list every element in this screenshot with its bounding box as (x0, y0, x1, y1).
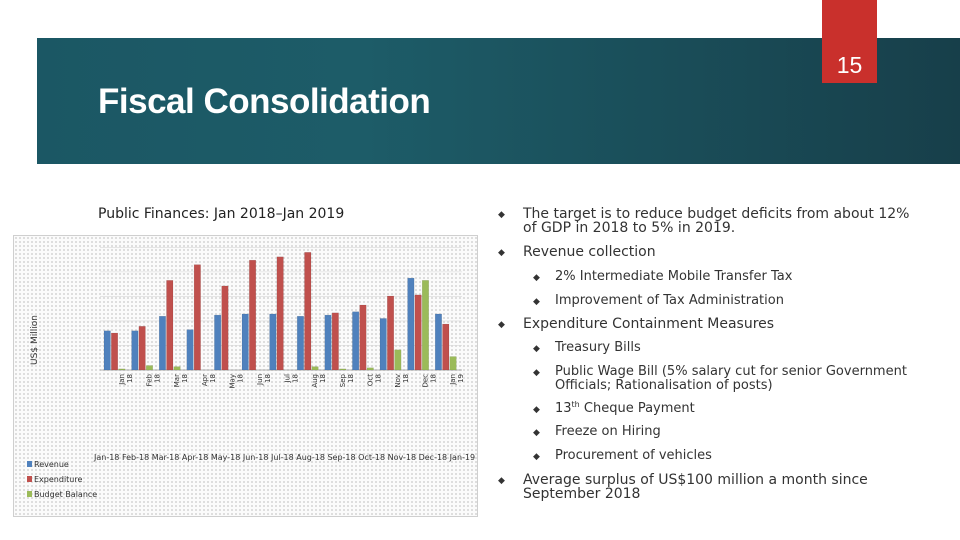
bar-budget-balance-sep-18 (339, 368, 347, 371)
bar-budget-balance-jan-18 (118, 368, 126, 371)
bar-revenue-sep-18 (324, 314, 332, 371)
x-tick-label: 18 (402, 374, 410, 383)
x-tick-label: 18 (292, 374, 300, 383)
bar-expenditure-feb-18 (138, 326, 146, 371)
x-tick-label: Nov (394, 374, 402, 388)
x-tick-label: 18 (319, 374, 327, 383)
x-tick-label: Mar (173, 374, 181, 387)
bar-budget-balance-nov-18 (394, 349, 402, 371)
bar-budget-balance-jan-19 (449, 356, 457, 371)
legend-swatch-revenue (27, 461, 32, 467)
y-axis-label: US$ Million (30, 315, 40, 365)
bar-expenditure-aug-18 (304, 252, 312, 371)
bar-expenditure-jun-18 (249, 259, 257, 371)
x-tick-label: 18 (181, 374, 189, 383)
x-tick-label: 19 (457, 374, 465, 383)
bar-revenue-mar-18 (158, 315, 166, 371)
bar-revenue-jan-19 (434, 313, 442, 371)
x-tick-label: Jul (284, 374, 292, 384)
bar-expenditure-dec-18 (414, 294, 422, 371)
bar-revenue-aug-18 (296, 315, 304, 371)
bar-budget-balance-oct-18 (366, 367, 374, 371)
bar-budget-balance-dec-18 (421, 280, 429, 371)
bar-expenditure-apr-18 (193, 264, 201, 371)
x-tick-label: Aug (311, 374, 319, 388)
x-tick-label: 18 (154, 374, 162, 383)
bar-revenue-jun-18 (241, 313, 249, 371)
title-banner (37, 38, 960, 164)
x-tick-label: 18 (264, 374, 272, 383)
chart-frame (13, 235, 478, 517)
bar-revenue-may-18 (214, 314, 222, 371)
bar-revenue-jul-18 (269, 313, 277, 371)
bar-budget-balance-mar-18 (173, 366, 181, 371)
bar-revenue-nov-18 (379, 318, 387, 371)
bar-revenue-feb-18 (131, 330, 139, 371)
x-tick-label: Apr (201, 374, 209, 386)
slide-title: Fiscal Consolidation (98, 82, 431, 121)
chart-caption: Public Finances: Jan 2018–Jan 2019 (98, 206, 345, 222)
legend-swatch-budget-balance (27, 491, 32, 497)
x-tick-label: Dec (422, 374, 430, 388)
x-tick-label: Jan (449, 374, 457, 386)
slide-number: 15 (836, 52, 863, 78)
bar-expenditure-jan-19 (442, 323, 450, 371)
x-tick-label: 18 (430, 374, 438, 383)
legend-label: Expenditure (34, 475, 82, 484)
bar-budget-balance-aug-18 (311, 366, 319, 371)
x-tick-label: 18 (236, 374, 244, 383)
bar-revenue-oct-18 (352, 311, 360, 371)
bar-budget-balance-feb-18 (145, 365, 153, 371)
bar-expenditure-oct-18 (359, 304, 367, 371)
x-tick-label: Jun (256, 374, 264, 386)
x-tick-label: Jan (118, 374, 126, 386)
slide-number-tab (822, 0, 877, 83)
legend-label: Budget Balance (34, 490, 97, 499)
bar-revenue-jan-18 (103, 330, 111, 371)
bar-expenditure-jul-18 (276, 256, 284, 371)
legend-swatch-expenditure (27, 476, 32, 482)
x-tick-label: 18 (347, 374, 355, 383)
x-tick-label: 18 (209, 374, 217, 383)
bar-revenue-dec-18 (407, 277, 415, 371)
bar-expenditure-nov-18 (387, 295, 395, 371)
x-tick-label: Sep (339, 373, 347, 387)
x-tick-label: Feb (146, 373, 154, 386)
bar-expenditure-mar-18 (166, 280, 174, 371)
x-tick-label: 18 (374, 374, 382, 383)
bar-expenditure-jan-18 (111, 332, 119, 371)
bar-expenditure-sep-18 (331, 312, 339, 371)
x-tick-label: 18 (126, 374, 134, 383)
x-tick-label: May (228, 374, 236, 388)
x-tick-label: Oct (366, 374, 374, 386)
legend-label: Revenue (34, 460, 69, 469)
bar-expenditure-may-18 (221, 285, 229, 371)
bar-revenue-apr-18 (186, 329, 194, 371)
x-tick-label-row: Jan-18 Feb-18 Mar-18 Apr-18 May-18 Jun-1… (93, 453, 475, 462)
